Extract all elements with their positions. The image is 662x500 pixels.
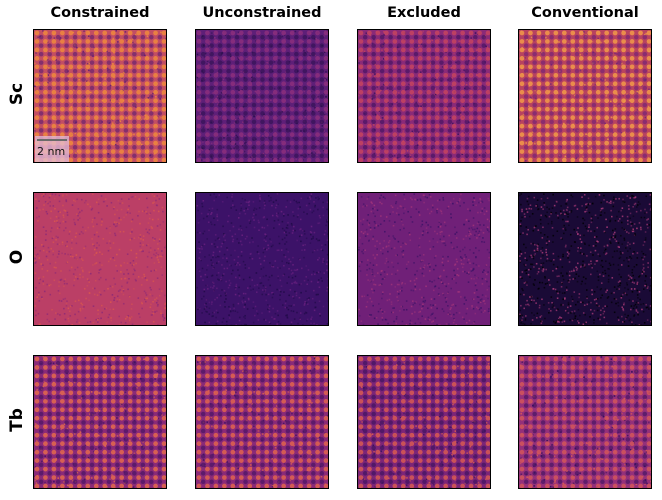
image-panel-tb-excluded xyxy=(357,355,491,489)
image-panel-o-unconstrained xyxy=(195,192,329,326)
row-title-o: O xyxy=(7,249,27,265)
image-panel-tb-conventional xyxy=(518,355,652,489)
image-panel-tb-constrained xyxy=(33,355,167,489)
image-panel-o-excluded xyxy=(357,192,491,326)
scale-bar: 2 nm xyxy=(35,136,69,162)
column-title-unconstrained: Unconstrained xyxy=(202,5,322,21)
image-panel-o-constrained xyxy=(33,192,167,326)
scale-bar-label: 2 nm xyxy=(37,145,66,158)
image-panel-sc-conventional xyxy=(518,29,652,163)
row-title-sc: Sc xyxy=(7,82,27,106)
image-panel-o-conventional xyxy=(518,192,652,326)
scale-bar-line xyxy=(37,139,67,141)
row-title-tb: Tb xyxy=(7,408,27,432)
image-panel-sc-excluded xyxy=(357,29,491,163)
image-panel-tb-unconstrained xyxy=(195,355,329,489)
column-title-conventional: Conventional xyxy=(531,5,639,21)
column-title-constrained: Constrained xyxy=(50,5,150,21)
image-panel-sc-unconstrained xyxy=(195,29,329,163)
column-title-excluded: Excluded xyxy=(387,5,461,21)
